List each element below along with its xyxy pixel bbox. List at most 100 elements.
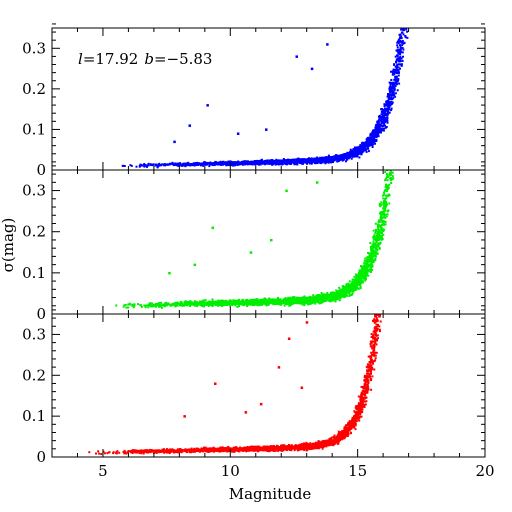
- data-point: [357, 287, 360, 290]
- data-point: [367, 269, 370, 272]
- data-point: [366, 266, 369, 269]
- data-point: [377, 127, 380, 129]
- data-point: [381, 238, 384, 241]
- data-point: [383, 214, 386, 217]
- data-point: [399, 60, 402, 63]
- data-point: [333, 298, 336, 301]
- data-point: [375, 136, 378, 139]
- data-point: [285, 160, 287, 163]
- data-point: [277, 163, 280, 166]
- data-point: [358, 271, 361, 274]
- data-point: [397, 57, 400, 60]
- data-point: [391, 134, 393, 136]
- data-point: [391, 148, 393, 150]
- data-point: [305, 301, 308, 304]
- data-point: [228, 164, 231, 167]
- data-point: [353, 152, 356, 155]
- data-point: [379, 236, 382, 239]
- data-point: [406, 0, 408, 2]
- data-point: [365, 139, 368, 142]
- data-point: [351, 151, 354, 154]
- data-point: [363, 149, 366, 152]
- data-point: [376, 252, 379, 255]
- data-point: [321, 293, 324, 296]
- data-point: [301, 158, 304, 161]
- data-point: [235, 163, 238, 166]
- data-point: [389, 155, 391, 157]
- data-point: [380, 212, 383, 214]
- data-point: [280, 303, 282, 306]
- data-point: [156, 166, 159, 169]
- data-point: [393, 125, 395, 127]
- data-point: [391, 120, 393, 122]
- outlier-point: [310, 67, 314, 71]
- data-point: [385, 166, 387, 168]
- data-point: [258, 304, 261, 307]
- data-point: [264, 162, 267, 165]
- data-point: [299, 160, 302, 163]
- data-point: [380, 220, 383, 223]
- data-point: [393, 120, 395, 122]
- data-point: [222, 161, 225, 164]
- data-point: [248, 303, 250, 306]
- data-point: [257, 160, 260, 163]
- data-point: [368, 139, 371, 141]
- data-point: [293, 296, 296, 299]
- data-point: [362, 280, 365, 283]
- data-point: [241, 161, 244, 164]
- data-point: [384, 171, 387, 174]
- data-point: [388, 89, 391, 92]
- data-point: [395, 105, 397, 107]
- data-point: [364, 270, 367, 273]
- data-point: [375, 123, 378, 126]
- data-point: [325, 156, 328, 159]
- data-point: [147, 303, 150, 306]
- data-point: [321, 298, 324, 301]
- data-point: [390, 160, 392, 162]
- data-point: [186, 301, 189, 303]
- data-point: [375, 240, 378, 243]
- data-point: [406, 18, 408, 20]
- data-point: [352, 290, 355, 293]
- data-point: [393, 136, 395, 138]
- data-point: [397, 124, 399, 126]
- data-point: [331, 292, 334, 295]
- data-point: [348, 294, 351, 297]
- data-point: [327, 295, 330, 298]
- data-point: [330, 291, 332, 294]
- data-point: [389, 91, 392, 93]
- data-point: [390, 162, 392, 164]
- data-point: [355, 286, 358, 289]
- data-point: [388, 149, 390, 151]
- data-point: [396, 46, 399, 49]
- data-point: [318, 296, 321, 299]
- data-point: [395, 98, 397, 100]
- data-point: [354, 287, 357, 290]
- data-point: [311, 300, 314, 303]
- data-point: [231, 161, 234, 164]
- data-point: [296, 297, 299, 300]
- data-point: [371, 244, 374, 247]
- data-point: [392, 133, 394, 135]
- data-point: [359, 148, 362, 151]
- data-point: [391, 101, 394, 104]
- data-point: [371, 135, 374, 138]
- data-point: [391, 146, 393, 148]
- data-point: [377, 221, 380, 223]
- data-point: [382, 207, 385, 210]
- data-point: [296, 296, 299, 299]
- data-point: [297, 299, 300, 302]
- data-point: [400, 28, 403, 31]
- data-point: [359, 146, 362, 149]
- data-point: [372, 240, 375, 243]
- data-point: [345, 284, 348, 287]
- data-point: [384, 126, 387, 129]
- data-point: [312, 294, 315, 297]
- data-point: [383, 205, 386, 208]
- data-point: [381, 129, 384, 132]
- data-point: [380, 201, 383, 204]
- data-point: [357, 277, 360, 280]
- data-point: [355, 273, 357, 276]
- data-point: [281, 163, 284, 166]
- data-point: [384, 111, 387, 114]
